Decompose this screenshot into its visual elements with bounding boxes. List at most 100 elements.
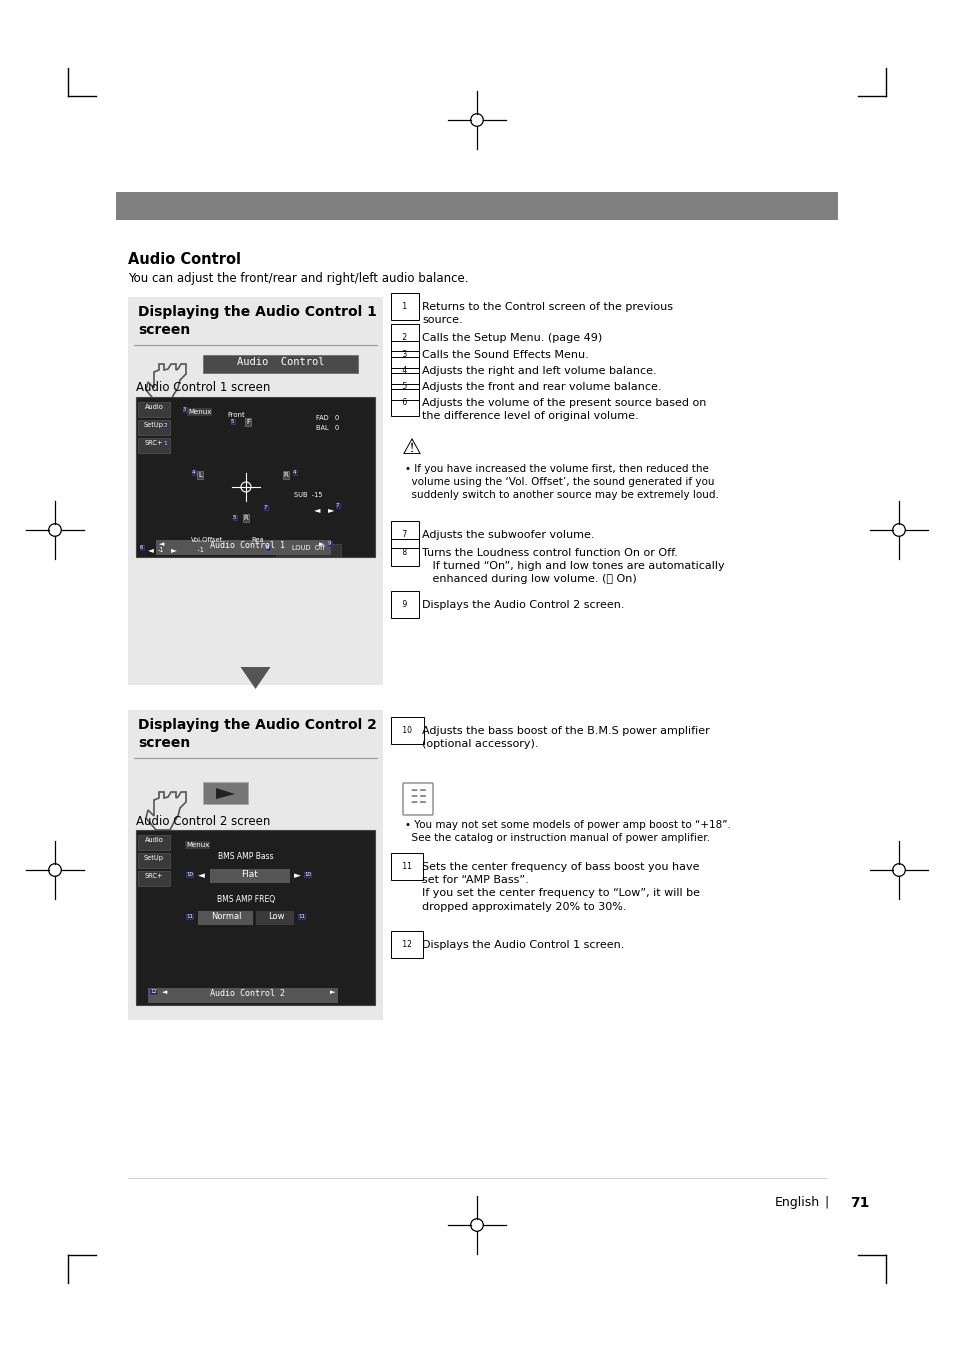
Text: ◄: ◄ bbox=[314, 505, 320, 513]
Bar bbox=[138, 438, 170, 453]
Text: R: R bbox=[283, 471, 288, 478]
Text: Menux: Menux bbox=[188, 409, 212, 415]
Text: 3: 3 bbox=[399, 350, 409, 359]
Text: 12: 12 bbox=[399, 940, 414, 948]
Bar bbox=[156, 540, 331, 555]
Text: |: | bbox=[824, 1196, 828, 1209]
Text: • If you have increased the volume first, then reduced the
  volume using the ‘V: • If you have increased the volume first… bbox=[405, 463, 719, 500]
Bar bbox=[255, 911, 294, 925]
Text: • You may not set some models of power amp boost to “+18”.
  See the catalog or : • You may not set some models of power a… bbox=[405, 820, 730, 843]
Text: 2: 2 bbox=[399, 332, 409, 342]
Text: Displaying the Audio Control 2: Displaying the Audio Control 2 bbox=[138, 717, 376, 732]
Text: R: R bbox=[243, 515, 248, 521]
Text: Displays the Audio Control 1 screen.: Displays the Audio Control 1 screen. bbox=[421, 940, 623, 950]
Text: -1: -1 bbox=[158, 547, 164, 553]
Bar bbox=[203, 355, 357, 373]
Text: Calls the Setup Menu. (page 49): Calls the Setup Menu. (page 49) bbox=[421, 332, 601, 343]
Text: 5: 5 bbox=[233, 515, 236, 520]
Bar bbox=[138, 871, 170, 886]
Text: Calls the Sound Effects Menu.: Calls the Sound Effects Menu. bbox=[421, 350, 588, 359]
Text: FAD   0: FAD 0 bbox=[315, 415, 339, 422]
Bar bbox=[275, 544, 340, 557]
Text: Adjusts the subwoofer volume.: Adjusts the subwoofer volume. bbox=[421, 530, 594, 540]
Text: 11: 11 bbox=[297, 915, 305, 919]
Text: 12: 12 bbox=[150, 989, 157, 994]
Text: SRC+: SRC+ bbox=[145, 873, 163, 880]
Text: 7: 7 bbox=[335, 503, 339, 508]
Text: -1: -1 bbox=[191, 547, 204, 553]
Bar bbox=[138, 420, 170, 435]
Text: 6: 6 bbox=[399, 399, 409, 407]
Bar bbox=[116, 192, 837, 220]
Text: ►: ► bbox=[294, 871, 300, 880]
Text: 4: 4 bbox=[399, 366, 409, 376]
Text: 10: 10 bbox=[186, 871, 193, 877]
Text: Normal: Normal bbox=[211, 912, 241, 921]
Text: BMS AMP FREQ: BMS AMP FREQ bbox=[216, 894, 274, 904]
Text: 1: 1 bbox=[163, 440, 167, 446]
Text: 9: 9 bbox=[399, 600, 409, 609]
Text: Audio: Audio bbox=[145, 838, 163, 843]
Text: SUB  -15: SUB -15 bbox=[294, 492, 322, 499]
Text: Displaying the Audio Control 1: Displaying the Audio Control 1 bbox=[138, 305, 376, 319]
Text: Displays the Audio Control 2 screen.: Displays the Audio Control 2 screen. bbox=[421, 600, 624, 611]
Text: 5: 5 bbox=[231, 419, 234, 424]
Text: SetUp: SetUp bbox=[144, 422, 164, 428]
Text: 11: 11 bbox=[399, 862, 414, 871]
Text: Adjusts the front and rear volume balance.: Adjusts the front and rear volume balanc… bbox=[421, 382, 660, 392]
Text: Menux: Menux bbox=[186, 842, 209, 848]
Text: 4: 4 bbox=[192, 470, 195, 476]
Text: ►: ► bbox=[318, 540, 324, 547]
Text: 8: 8 bbox=[399, 549, 409, 557]
Polygon shape bbox=[240, 667, 271, 689]
Text: ☷: ☷ bbox=[409, 788, 426, 807]
Text: ⚠: ⚠ bbox=[401, 438, 421, 458]
Bar bbox=[136, 830, 375, 1005]
Text: L: L bbox=[198, 471, 202, 478]
Text: ◄: ◄ bbox=[148, 544, 153, 554]
Text: Returns to the Control screen of the previous
source.: Returns to the Control screen of the pre… bbox=[421, 303, 672, 326]
Text: Audio Control 2 screen: Audio Control 2 screen bbox=[136, 815, 270, 828]
Text: Sets the center frequency of bass boost you have
set for “AMP Bass”.
If you set : Sets the center frequency of bass boost … bbox=[421, 862, 700, 912]
Text: F: F bbox=[246, 419, 250, 426]
Bar bbox=[138, 403, 170, 417]
Text: LOUD  Off: LOUD Off bbox=[292, 544, 324, 551]
Text: Front: Front bbox=[227, 412, 245, 417]
Text: 71: 71 bbox=[849, 1196, 869, 1210]
Text: Adjusts the right and left volume balance.: Adjusts the right and left volume balanc… bbox=[421, 366, 656, 376]
Bar bbox=[128, 297, 382, 685]
Bar bbox=[138, 852, 170, 867]
Text: Rea: Rea bbox=[251, 536, 263, 543]
Text: 1: 1 bbox=[399, 303, 409, 311]
Text: Audio Control 2: Audio Control 2 bbox=[211, 989, 285, 998]
Text: Audio  Control: Audio Control bbox=[236, 357, 324, 367]
Text: BAL   0: BAL 0 bbox=[315, 426, 339, 431]
Text: 7: 7 bbox=[399, 530, 409, 539]
Text: ►: ► bbox=[330, 989, 335, 994]
Bar bbox=[138, 835, 170, 850]
Text: Audio Control 1 screen: Audio Control 1 screen bbox=[136, 381, 270, 394]
Text: BMS AMP Bass: BMS AMP Bass bbox=[218, 852, 274, 861]
Text: ◄: ◄ bbox=[198, 871, 205, 880]
Text: SetUp: SetUp bbox=[144, 855, 164, 861]
Bar bbox=[148, 988, 337, 1002]
Bar bbox=[198, 911, 253, 925]
Text: ◄: ◄ bbox=[159, 540, 164, 547]
Bar bbox=[203, 782, 248, 804]
Text: 5: 5 bbox=[399, 382, 409, 390]
Bar bbox=[136, 397, 375, 557]
Text: SRC+: SRC+ bbox=[145, 440, 163, 446]
Text: 10: 10 bbox=[399, 725, 414, 735]
Text: Adjusts the bass boost of the B.M.S power amplifier
(optional accessory).: Adjusts the bass boost of the B.M.S powe… bbox=[421, 725, 709, 750]
Text: 11: 11 bbox=[186, 915, 193, 919]
Bar bbox=[128, 711, 382, 1020]
Bar bbox=[210, 869, 290, 884]
Text: ►: ► bbox=[328, 505, 335, 513]
Text: Vol.Offset: Vol.Offset bbox=[191, 536, 223, 543]
Text: 7: 7 bbox=[264, 505, 267, 509]
Text: 10: 10 bbox=[304, 871, 311, 877]
Text: English: English bbox=[774, 1196, 820, 1209]
Text: Audio: Audio bbox=[145, 404, 163, 409]
Text: screen: screen bbox=[138, 323, 190, 336]
Text: ►: ► bbox=[171, 544, 176, 554]
